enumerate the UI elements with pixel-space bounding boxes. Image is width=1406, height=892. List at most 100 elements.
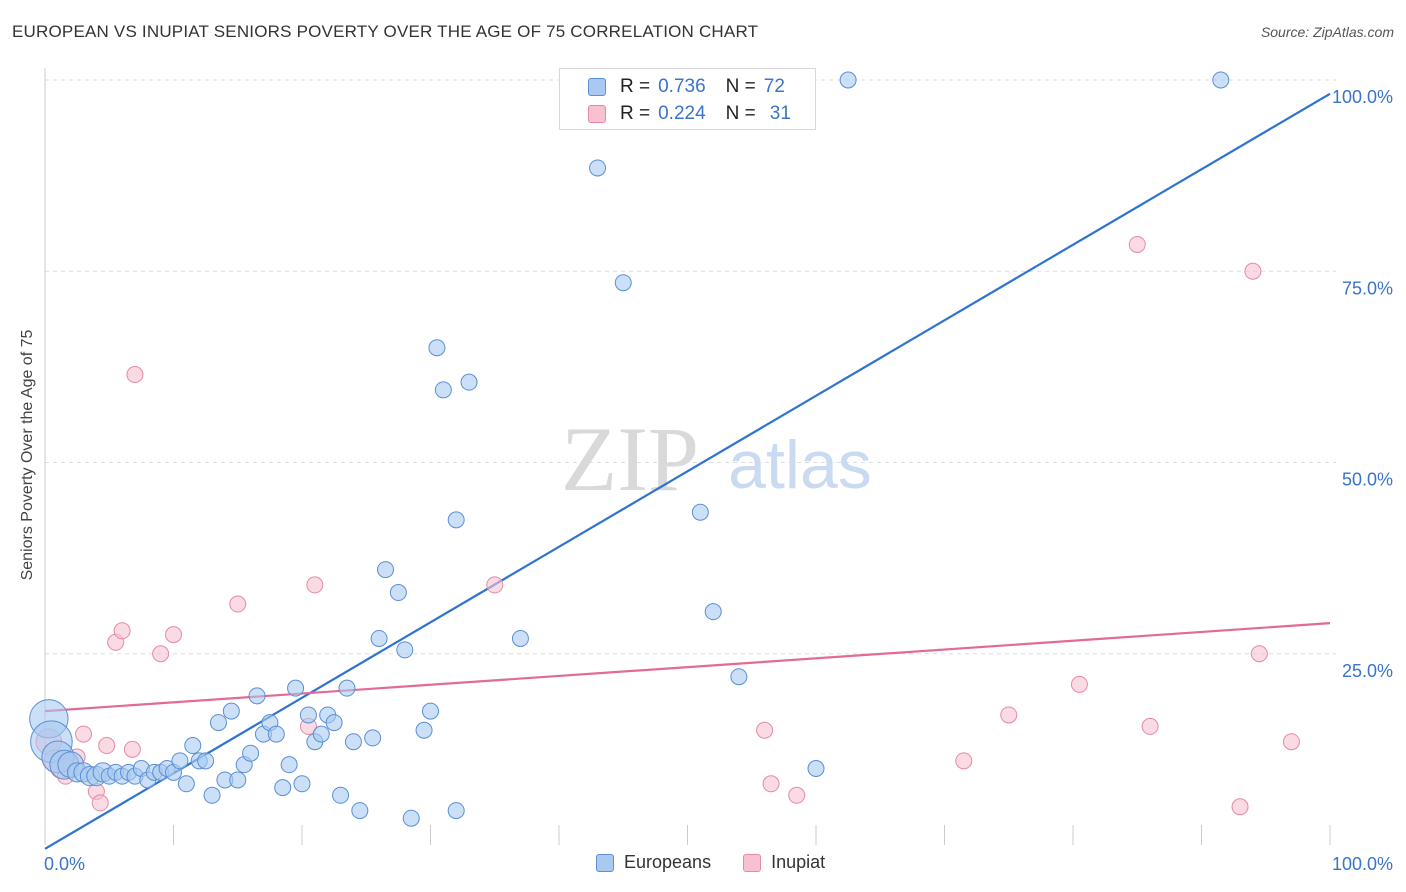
x-tick-label: 0.0%: [44, 854, 85, 874]
inupiat-point: [123, 740, 141, 758]
european-point: [434, 381, 452, 399]
inupiat-trend-line: [44, 622, 1331, 713]
european-point: [377, 561, 395, 579]
european-point: [242, 744, 260, 762]
inupiat-point: [229, 595, 247, 613]
legend-r-label: R =: [620, 76, 651, 97]
european-point: [332, 786, 350, 804]
y-axis-label: Seniors Poverty Over the Age of 75: [19, 329, 36, 581]
y-tick-label: 25.0%: [1342, 661, 1393, 681]
european-point: [428, 339, 446, 357]
european-point: [1212, 71, 1230, 89]
inupiat-point: [955, 752, 973, 770]
legend-n-value: 31: [769, 103, 791, 124]
european-point: [177, 775, 195, 793]
european-point: [229, 771, 247, 789]
inupiat-point: [126, 366, 144, 384]
inupiat-point: [91, 794, 109, 812]
european-point: [730, 668, 748, 686]
legend-swatch-europeans: [588, 78, 606, 96]
european-point: [274, 779, 292, 797]
y-tick-label: 100.0%: [1332, 87, 1393, 107]
trend-lines: [44, 92, 1331, 850]
inupiat-point: [1070, 675, 1088, 693]
european-point: [280, 756, 298, 774]
inupiat-point: [762, 775, 780, 793]
inupiat-point: [306, 576, 324, 594]
inupiat-point: [1141, 717, 1159, 735]
y-tick-label: 75.0%: [1342, 278, 1393, 298]
inupiat-point: [1244, 262, 1262, 280]
european-point: [248, 687, 266, 705]
series-swatch-europeans: [596, 853, 614, 872]
european-point: [299, 706, 317, 724]
european-point: [422, 702, 439, 720]
inupiat-point: [75, 725, 93, 743]
european-point: [267, 725, 285, 743]
series-swatch-inupiat: [743, 853, 762, 872]
legend-r-value: 0.224: [658, 103, 706, 124]
european-point: [839, 71, 857, 89]
inupiat-point: [756, 721, 774, 739]
european-point: [338, 679, 356, 697]
legend-swatch-inupiat: [588, 105, 606, 123]
european-point: [184, 737, 202, 755]
series-label-europeans: Europeans: [624, 852, 712, 872]
european-point: [171, 752, 189, 770]
watermark: ZIP atlas: [561, 408, 872, 510]
inupiat-point: [113, 622, 131, 640]
european-point: [351, 802, 369, 820]
inupiat-point: [1128, 235, 1146, 253]
european-point: [415, 721, 433, 739]
european-point: [402, 809, 420, 827]
inupiat-point: [165, 626, 182, 644]
legend-r-value: 0.736: [658, 76, 706, 97]
series-legend-europeans: Europeans: [596, 852, 711, 873]
european-point: [460, 373, 478, 391]
legend-n-label: N =: [725, 103, 756, 124]
x-tick-label: 100.0%: [1332, 854, 1393, 874]
watermark-zip: ZIP: [561, 408, 699, 510]
series-legend-inupiat: Inupiat: [743, 852, 825, 873]
inupiat-point: [1231, 798, 1249, 816]
legend-row-europeans: R = 0.736 N = 72: [588, 75, 785, 99]
series-legend: Europeans Inupiat: [596, 852, 857, 873]
european-point: [370, 629, 388, 647]
european-point: [325, 714, 343, 732]
european-trend-line: [44, 92, 1331, 850]
legend-r-label: R =: [620, 103, 651, 124]
european-point: [447, 802, 465, 820]
european-point: [209, 714, 227, 732]
european-point: [589, 159, 607, 177]
gridlines: [45, 79, 1336, 655]
legend-n-label: N =: [725, 76, 756, 97]
y-tick-label: 50.0%: [1342, 470, 1393, 490]
correlation-legend: R = 0.736 N = 72 R = 0.224 N = 31: [559, 68, 816, 130]
inupiat-point: [1000, 706, 1018, 724]
legend-row-inupiat: R = 0.224 N = 31: [588, 102, 791, 126]
european-point: [344, 733, 362, 751]
european-point: [197, 752, 215, 770]
european-point: [396, 641, 414, 659]
chart-title: EUROPEAN VS INUPIAT SENIORS POVERTY OVER…: [12, 22, 759, 41]
european-point: [614, 274, 632, 292]
watermark-atlas: atlas: [728, 427, 872, 503]
tick-labels: 25.0% 50.0% 75.0% 100.0% 0.0% 100.0%: [44, 87, 1393, 874]
legend-n-value: 72: [763, 76, 785, 97]
inupiat-point: [152, 645, 170, 663]
european-point: [807, 760, 825, 777]
inupiat-point: [1282, 733, 1300, 751]
european-point: [511, 629, 529, 647]
inupiat-point: [1250, 645, 1268, 663]
european-point: [287, 679, 305, 697]
european-point: [364, 729, 382, 747]
european-point: [389, 584, 407, 602]
european-point: [704, 603, 722, 621]
source-label: Source: ZipAtlas.com: [1260, 24, 1394, 40]
european-point: [203, 786, 221, 804]
european-point: [312, 725, 330, 743]
inupiat-point: [788, 786, 806, 804]
european-point: [222, 702, 240, 720]
european-point: [691, 503, 709, 521]
